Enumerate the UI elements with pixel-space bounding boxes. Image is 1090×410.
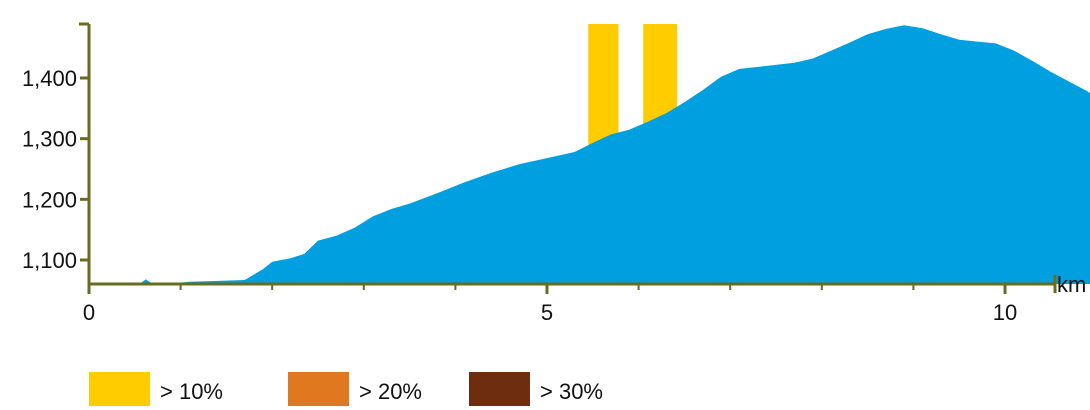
legend-swatch-gt20 [288, 372, 349, 406]
legend-label-gt20: > 20% [359, 379, 422, 404]
x-tick-label: 10 [993, 300, 1017, 325]
y-axis-ticks: 1,100 1,200 1,300 1,400 [22, 66, 89, 273]
legend-label-gt10: > 10% [160, 379, 223, 404]
elevation-area-path [89, 25, 1090, 284]
x-tick-label: 0 [83, 300, 95, 325]
legend-label-gt30: > 30% [540, 379, 603, 404]
legend: > 10% > 20% > 30% [89, 372, 603, 406]
elevation-area [89, 25, 1090, 284]
legend-swatch-gt10 [89, 372, 150, 406]
y-tick-label: 1,400 [22, 66, 77, 91]
y-tick-label: 1,200 [22, 187, 77, 212]
y-tick-label: 1,300 [22, 127, 77, 152]
x-axis-ticks: 05101520 [83, 275, 1057, 325]
legend-swatch-gt30 [469, 372, 530, 406]
axes [79, 22, 1055, 286]
y-tick-label: 1,100 [22, 248, 77, 273]
x-tick-label: 5 [541, 300, 553, 325]
x-axis-label: km [1057, 272, 1086, 297]
